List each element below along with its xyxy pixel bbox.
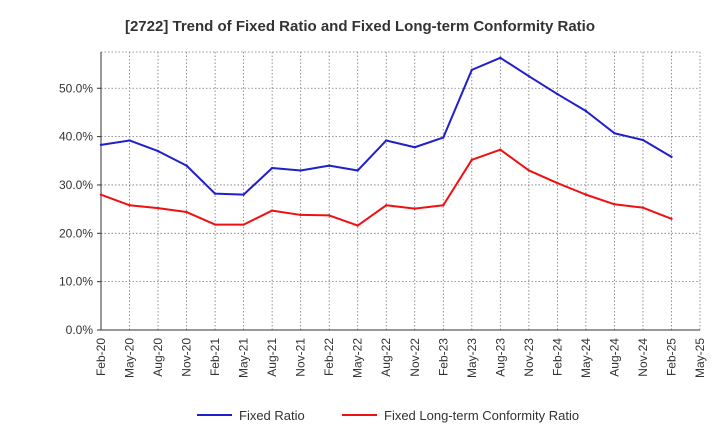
x-tick-label: Nov-21 [294,338,308,377]
data-point [442,204,445,207]
data-point [442,136,445,139]
data-point [385,139,388,142]
data-point [670,217,673,220]
data-point [99,143,103,147]
y-tick-label: 40.0% [59,130,93,144]
x-tick-label: May-21 [237,338,251,378]
y-tick-label: 20.0% [59,226,93,240]
x-tick-label: Nov-23 [522,338,536,377]
data-point [185,210,188,214]
data-point [270,166,274,170]
x-tick-label: May-22 [351,338,365,378]
data-point [213,223,217,226]
x-tick-label: Feb-25 [664,338,678,376]
data-point [641,206,645,209]
data-point [299,169,302,172]
data-point [613,132,616,135]
x-tick-label: Feb-21 [208,338,222,376]
data-point [156,206,160,210]
data-point [327,164,331,167]
data-point [499,56,502,60]
x-tick-label: May-25 [693,338,707,378]
x-tick-label: Feb-23 [436,338,450,376]
data-point [213,192,217,195]
x-tick-label: Aug-21 [265,338,279,377]
data-point [527,74,531,78]
data-point [242,223,245,226]
x-tick-label: Feb-24 [550,338,564,376]
data-point [99,193,103,196]
y-tick-label: 0.0% [66,323,94,337]
data-point [185,164,188,167]
data-point [613,203,616,206]
x-tick-label: Aug-24 [607,338,621,377]
legend-label-1: Fixed Ratio [239,408,305,423]
data-point [670,155,673,159]
plot-area: 0.0% 10.0% 20.0% 30.0% 40.0% 50.0% Feb-20 May-2… [59,51,707,378]
data-point [385,204,388,207]
data-point [413,146,416,149]
data-point [584,193,588,196]
data-point [356,224,359,227]
data-point [470,68,474,72]
data-point [556,92,559,96]
data-point [470,158,474,162]
x-tick-label: May-20 [123,338,137,378]
y-tick-label: 10.0% [59,275,93,289]
data-point [413,207,416,210]
data-point [556,181,559,185]
x-tick-label: Aug-22 [379,338,393,377]
x-tick-label: Feb-20 [94,338,108,376]
data-point [356,169,359,172]
x-tick-label: Aug-20 [151,338,165,377]
data-point [641,138,645,142]
data-point [584,109,588,113]
x-tick-label: Nov-20 [180,338,194,377]
chart-title: [2722] Trend of Fixed Ratio and Fixed Lo… [125,18,595,35]
y-tick-label: 50.0% [59,81,93,95]
legend: Fixed Ratio Fixed Long-term Conformity Ra… [197,408,579,423]
data-point [128,204,131,207]
x-tick-label: Nov-24 [636,338,650,377]
y-tick-label: 30.0% [59,178,93,192]
x-tick-label: Feb-22 [322,338,336,376]
x-tick-label: Nov-22 [408,338,422,377]
data-point [128,139,131,142]
data-point [242,193,245,196]
legend-label-2: Fixed Long-term Conformity Ratio [384,408,579,423]
x-tick-label: Aug-23 [493,338,507,377]
data-point [156,149,160,153]
data-point [527,169,531,172]
x-tick-label: May-23 [465,338,479,378]
data-point [299,213,302,217]
data-point [270,209,274,212]
data-point [499,148,502,151]
x-tick-label: May-24 [579,338,593,378]
data-point [327,214,331,217]
